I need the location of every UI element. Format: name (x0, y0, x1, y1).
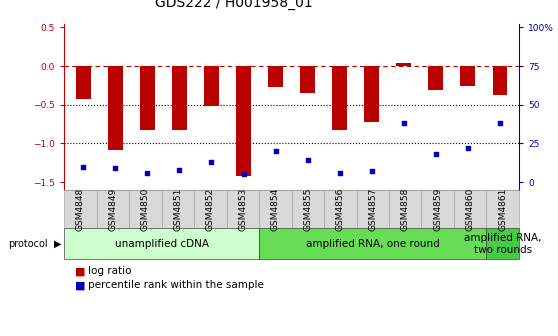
Text: amplified RNA, one round: amplified RNA, one round (306, 239, 440, 249)
Text: GSM4855: GSM4855 (304, 187, 312, 231)
Bar (172, 66, 187, 129)
Text: amplified RNA,
two rounds: amplified RNA, two rounds (464, 233, 541, 255)
Text: GSM4857: GSM4857 (368, 187, 377, 231)
Text: unamplified cDNA: unamplified cDNA (114, 239, 209, 249)
Point (79, 164, 88, 169)
Text: GSM4854: GSM4854 (271, 187, 280, 231)
Text: GSM4860: GSM4860 (466, 187, 475, 231)
Point (175, 167, 184, 172)
Bar (76, 66, 90, 99)
Text: ■: ■ (75, 280, 86, 290)
Text: GSM4859: GSM4859 (433, 187, 442, 231)
Point (143, 170, 152, 175)
Text: GSM4850: GSM4850 (141, 187, 150, 231)
Text: protocol: protocol (8, 239, 48, 249)
Text: GSM4848: GSM4848 (76, 187, 85, 231)
Point (303, 158, 312, 163)
Bar (493, 66, 507, 95)
Point (271, 149, 280, 154)
Point (111, 166, 120, 171)
Text: GSM4861: GSM4861 (498, 187, 507, 231)
Text: GSM4852: GSM4852 (206, 187, 215, 231)
Text: GSM4851: GSM4851 (174, 187, 182, 231)
Bar (300, 66, 315, 93)
Text: GSM4853: GSM4853 (238, 187, 247, 231)
Bar (460, 66, 475, 86)
Bar (364, 66, 379, 122)
Text: GDS222 / H001958_01: GDS222 / H001958_01 (156, 0, 313, 10)
Point (335, 170, 344, 175)
Point (496, 121, 504, 126)
Text: ■: ■ (75, 266, 86, 276)
Bar (268, 66, 283, 87)
Bar (108, 66, 123, 150)
Point (367, 169, 376, 174)
Bar (140, 66, 155, 129)
Text: GSM4856: GSM4856 (336, 187, 345, 231)
Point (239, 172, 248, 177)
Text: ▶: ▶ (54, 239, 61, 249)
Point (207, 159, 216, 165)
Bar (396, 63, 411, 66)
Text: percentile rank within the sample: percentile rank within the sample (88, 280, 263, 290)
Bar (236, 66, 251, 176)
Bar (333, 66, 347, 129)
Point (463, 145, 472, 151)
Point (431, 152, 440, 157)
Text: GSM4849: GSM4849 (108, 187, 117, 231)
Point (399, 121, 408, 126)
Text: GSM4858: GSM4858 (401, 187, 410, 231)
Bar (204, 66, 219, 106)
Text: log ratio: log ratio (88, 266, 131, 276)
Bar (429, 66, 443, 90)
